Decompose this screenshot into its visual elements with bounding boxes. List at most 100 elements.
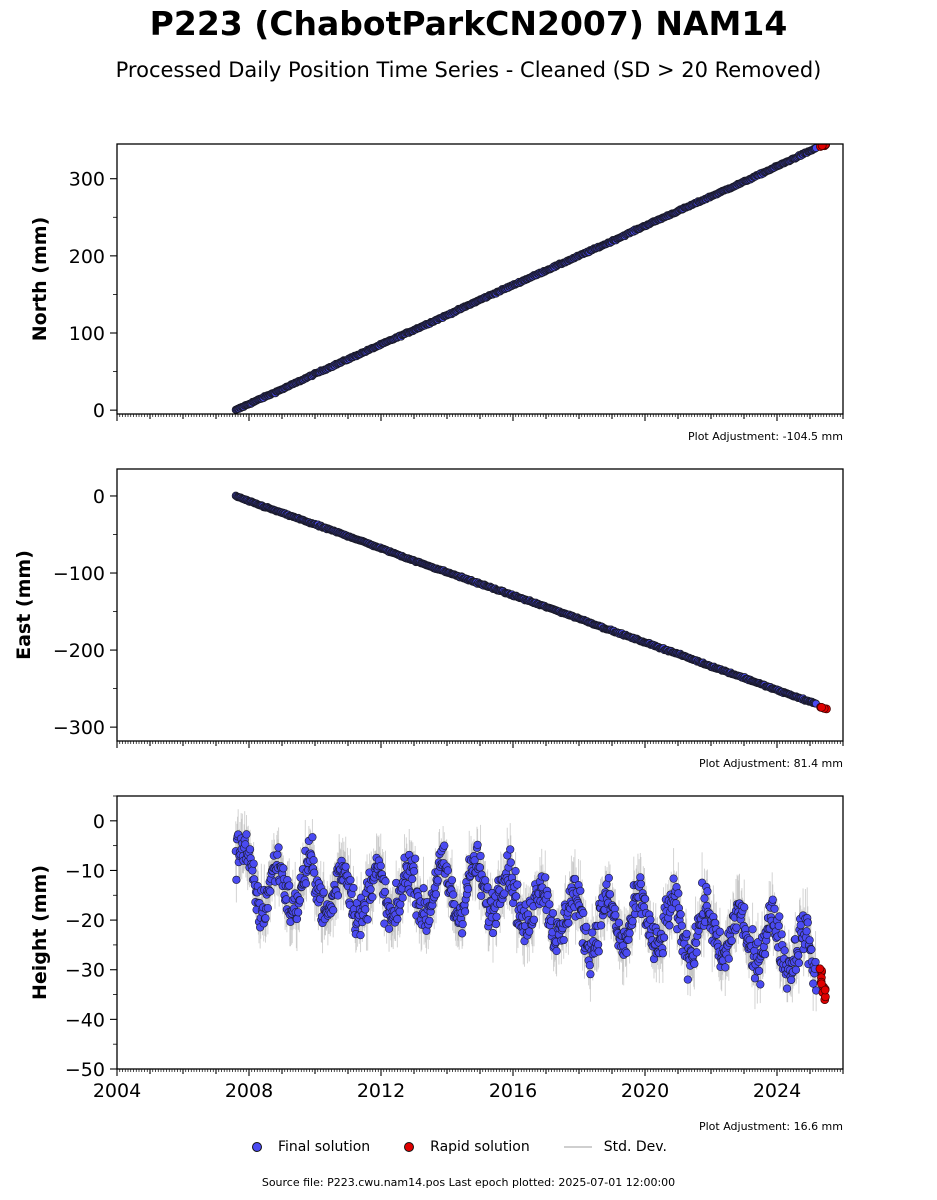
final-solution-point [811, 957, 820, 967]
final-solution-point [356, 931, 365, 940]
final-solution-point [809, 979, 818, 988]
std-dev-line-icon [563, 1146, 592, 1148]
rapid-solution-point [815, 964, 825, 974]
final-solution-point [614, 918, 624, 927]
final-solution-point [805, 936, 814, 945]
y-tick-label: −40 [65, 1009, 105, 1031]
final-solution-point [605, 890, 615, 899]
y-tick-label: 0 [93, 811, 105, 833]
y-tick-label: 100 [69, 323, 105, 345]
final-solution-point [570, 874, 580, 884]
final-solution-point [308, 833, 317, 842]
final-solution-point [640, 894, 650, 903]
final-solution-point [266, 887, 275, 896]
final-solution-point [692, 948, 701, 957]
final-solution-point [750, 974, 760, 983]
final-solution-point [597, 921, 606, 930]
final-solution-point [636, 879, 646, 889]
final-solution-point [431, 890, 441, 899]
final-solution-point [732, 923, 741, 932]
final-solution-point [740, 903, 749, 912]
final-solution-point [548, 909, 558, 918]
final-solution-point [774, 921, 783, 931]
final-solution-point [646, 915, 655, 924]
final-solution-point [780, 946, 789, 955]
final-solution-point [279, 864, 288, 873]
final-solution-point [488, 928, 498, 938]
x-tick-label: 2020 [621, 1080, 669, 1102]
chart-subtitle: Processed Daily Position Time Series - C… [115, 58, 822, 82]
legend-rapid: Rapid solution [404, 1139, 530, 1155]
final-solution-point [665, 921, 674, 930]
final-solution-point [309, 856, 318, 865]
plot-area [231, 144, 831, 414]
chart-title: P223 (ChabotParkCN2007) NAM14 [149, 4, 788, 43]
final-solution-point [285, 881, 294, 890]
y-axis-label: Height (mm) [29, 865, 51, 1000]
final-solution-point [242, 830, 251, 839]
final-solution-point [376, 861, 385, 870]
final-solution-point [368, 893, 377, 902]
y-tick-label: 0 [93, 400, 105, 422]
final-solution-point [341, 862, 350, 871]
final-solution-point [777, 930, 786, 939]
final-solution-point [794, 951, 803, 960]
x-tick-label: 2008 [225, 1080, 273, 1102]
final-solution-point [582, 922, 591, 931]
final-solution-point [760, 950, 770, 959]
final-solution-point [319, 888, 328, 897]
final-solution-point [477, 891, 486, 900]
final-solution-point [770, 904, 779, 913]
y-tick-label: −100 [53, 563, 105, 585]
y-tick-label: −300 [53, 717, 105, 739]
legend-std-label: Std. Dev. [603, 1139, 667, 1155]
final-solution-point [628, 917, 637, 926]
final-solution-point [552, 946, 561, 956]
final-solution-point [366, 885, 375, 894]
legend-std: Std. Dev. [563, 1139, 667, 1155]
final-solution-point [398, 893, 407, 902]
source-file-note: Source file: P223.cwu.nam14.pos Last epo… [261, 1176, 676, 1189]
final-solution-point [585, 961, 594, 970]
final-solution-point [588, 928, 597, 937]
final-solution-point [425, 916, 434, 925]
final-solution-point [715, 927, 725, 936]
final-solution-point [775, 912, 784, 921]
y-tick-label: −50 [65, 1059, 105, 1081]
final-solution-point [473, 840, 482, 849]
final-solution-point [594, 940, 603, 949]
final-solution-point [625, 929, 634, 938]
final-solution-point [541, 873, 550, 882]
panel-1: 0 100 200 300 North (mm) Plot Adjustment: -10… [29, 143, 844, 443]
legend-final-label: Final solution [278, 1139, 371, 1155]
final-solution-point [310, 868, 319, 877]
y-axis-label: North (mm) [29, 217, 51, 342]
final-solution-point [274, 843, 283, 852]
y-tick-label: 200 [69, 246, 105, 268]
final-solution-point [543, 891, 552, 900]
final-solution-point [669, 874, 678, 883]
final-solution-point [807, 945, 816, 954]
plot-adjustment-note: Plot Adjustment: 16.6 mm [699, 1120, 843, 1133]
final-solution-point [361, 905, 370, 914]
final-solution-point [440, 841, 449, 850]
y-axis-label: East (mm) [13, 550, 35, 660]
y-tick-label: −30 [65, 960, 105, 982]
x-tick-label: 2012 [357, 1080, 405, 1102]
final-solution-point [683, 975, 692, 984]
y-tick-label: 300 [69, 169, 105, 191]
final-solution-point [232, 875, 241, 884]
final-solution-point [292, 914, 302, 924]
final-solution-point [491, 919, 501, 929]
plot-area [231, 491, 831, 714]
final-solution-point [261, 914, 270, 923]
final-solution-point [449, 890, 458, 899]
final-solution-point [329, 906, 338, 915]
final-solution-point [586, 970, 595, 979]
final-solution-point [249, 859, 258, 868]
final-solution-point [381, 877, 390, 886]
final-solution-point [748, 925, 757, 934]
final-solution-point [622, 948, 631, 957]
final-solution-point [476, 851, 485, 861]
